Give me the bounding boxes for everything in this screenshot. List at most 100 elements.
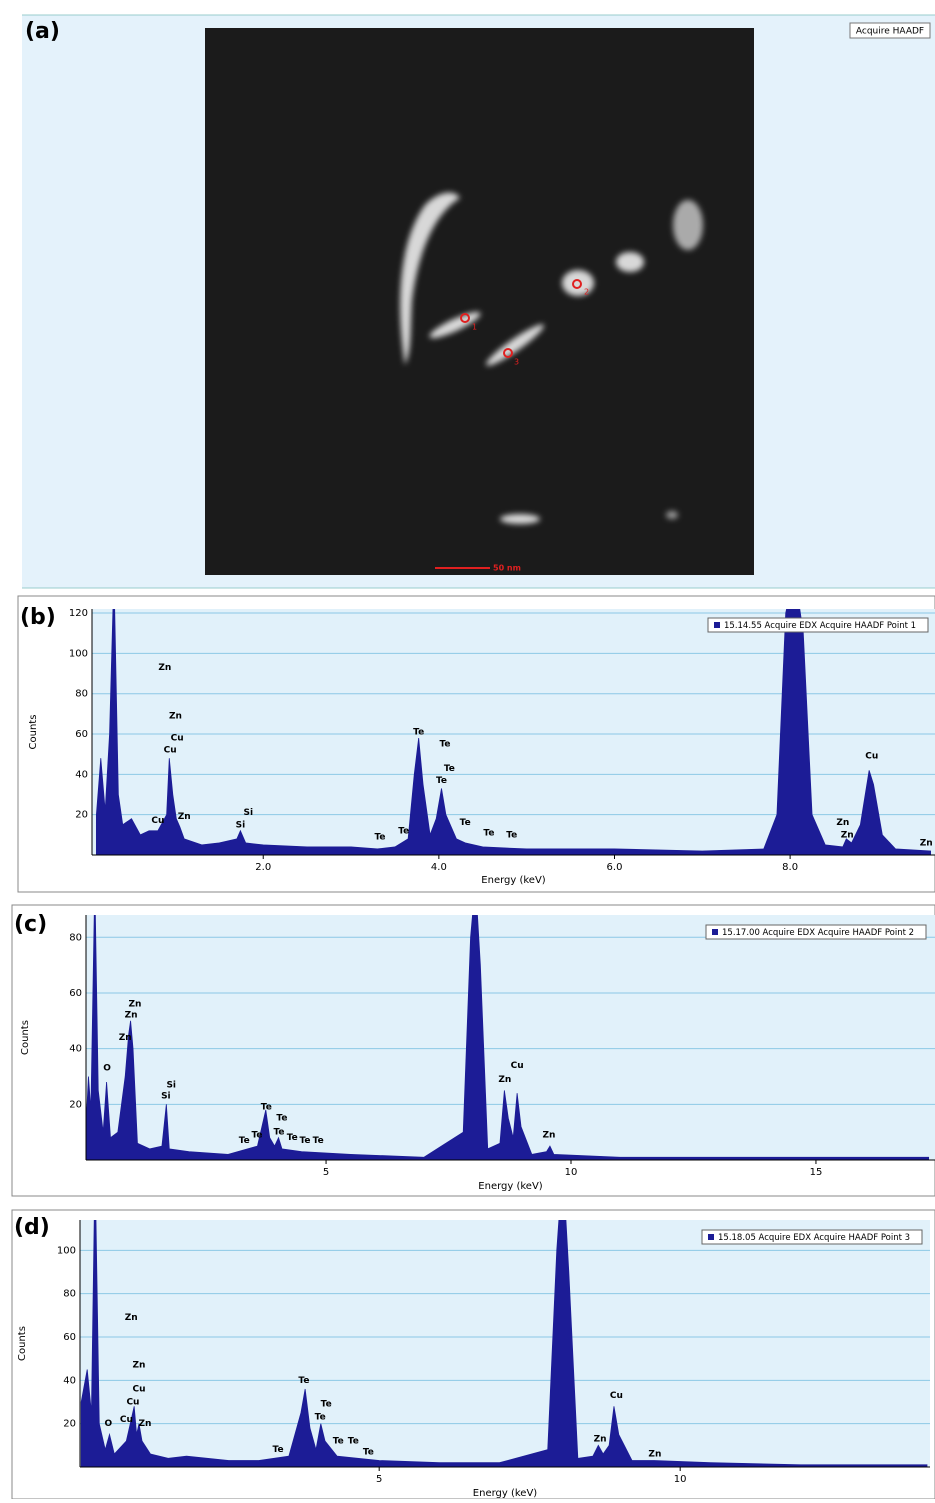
legend-swatch [708,1234,714,1240]
peak-label: Zn [920,838,933,848]
spectrum-area [80,1220,928,1467]
peak-label: Te [348,1437,359,1447]
y-tick-label: 100 [57,1245,76,1256]
point-marker [460,313,470,323]
y-tick-label: 40 [63,1375,76,1386]
peak-label: Cu [610,1391,623,1401]
x-tick-label: 15 [810,1167,823,1178]
x-axis-label: Energy (keV) [478,1181,543,1192]
y-tick-label: 80 [63,1289,76,1300]
peak-label: Cu [151,816,164,826]
peak-label: Te [506,830,517,840]
peak-label: Zn [119,1033,132,1043]
x-tick-label: 8.0 [782,862,798,873]
peak-label: Te [363,1447,374,1457]
y-tick-label: 60 [75,729,88,740]
particle [400,192,460,365]
peak-label: Te [321,1400,332,1410]
x-tick-label: 6.0 [607,862,623,873]
y-axis-label: Counts [28,715,39,750]
point-label: 3 [514,358,519,367]
legend-box [707,617,929,633]
scale-bar-label: 50 nm [493,564,521,573]
peak-label: Zn [594,1434,607,1444]
peak-label: Te [251,1130,262,1140]
peak-label: Si [236,820,246,830]
peak-label: Cu [164,746,177,756]
peak-label: Te [239,1136,250,1146]
peak-label: Te [398,826,409,836]
peak-label: Te [298,1376,309,1386]
peak-label: Te [460,818,471,828]
x-tick-label: 5 [376,1474,382,1485]
spectrum-area [95,609,932,855]
y-tick-label: 80 [75,689,88,700]
particle [562,270,594,296]
peak-label: Te [413,728,424,738]
y-tick-label: 80 [69,932,82,943]
peak-label: Te [315,1413,326,1423]
peak-label: Zn [841,830,854,840]
particle [666,511,678,519]
x-tick-label: 10 [565,1167,578,1178]
y-tick-label: 20 [69,1099,82,1110]
panel-label: (d) [14,1215,50,1240]
peak-label: Zn [169,711,182,721]
peak-label: Si [161,1091,171,1101]
peak-label: Zn [648,1450,661,1460]
plot-area [86,915,935,1160]
x-axis-label: Energy (keV) [481,875,546,886]
y-tick-label: 40 [69,1044,82,1055]
particle [500,514,540,524]
peak-label: Zn [158,663,171,673]
peak-label: Te [444,764,455,774]
x-tick-label: 10 [674,1474,687,1485]
acquire-button-label[interactable]: Acquire HAADF [856,27,924,37]
legend-label: 15.18.05 Acquire EDX Acquire HAADF Point… [718,1233,910,1243]
peak-label: Zn [129,1000,142,1010]
peak-label: Te [374,832,385,842]
peak-label: Te [483,828,494,838]
peak-label: Te [273,1128,284,1138]
point-marker [572,279,582,289]
peak-label: Te [313,1136,324,1146]
particles [400,192,703,524]
peak-label: Cu [865,752,878,762]
panel-label: (a) [25,19,60,44]
peak-label: Zn [125,1011,138,1021]
peak-label: Te [439,740,450,750]
peak-label: Zn [498,1075,511,1085]
peak-label: Zn [139,1419,152,1429]
peak-label: Te [299,1136,310,1146]
particle [429,311,481,339]
legend-swatch [712,929,718,935]
y-tick-label: 60 [69,988,82,999]
x-tick-label: 5 [323,1167,329,1178]
y-tick-label: 40 [75,769,88,780]
particle [616,252,644,272]
point-markers [460,279,582,358]
peak-label: Zn [133,1361,146,1371]
peak-label: Cu [511,1061,524,1071]
peak-label: Si [244,808,254,818]
panel-label: (b) [20,605,56,630]
acquire-button[interactable] [849,22,931,39]
peak-label: Cu [120,1415,133,1425]
y-tick-label: 20 [75,810,88,821]
peak-label: Te [287,1133,298,1143]
plot-area [80,1220,930,1467]
legend-box [701,1229,923,1245]
panel-label: (c) [14,912,47,937]
peak-label: Te [273,1445,284,1455]
x-tick-label: 2.0 [255,862,271,873]
peak-label: Te [276,1114,287,1124]
peak-label: Zn [836,818,849,828]
y-tick-label: 60 [63,1332,76,1343]
x-tick-label: 4.0 [431,862,447,873]
peak-label: Te [261,1103,272,1113]
y-tick-label: 20 [63,1419,76,1430]
y-axis-label: Counts [17,1326,28,1361]
peak-label: Te [436,776,447,786]
